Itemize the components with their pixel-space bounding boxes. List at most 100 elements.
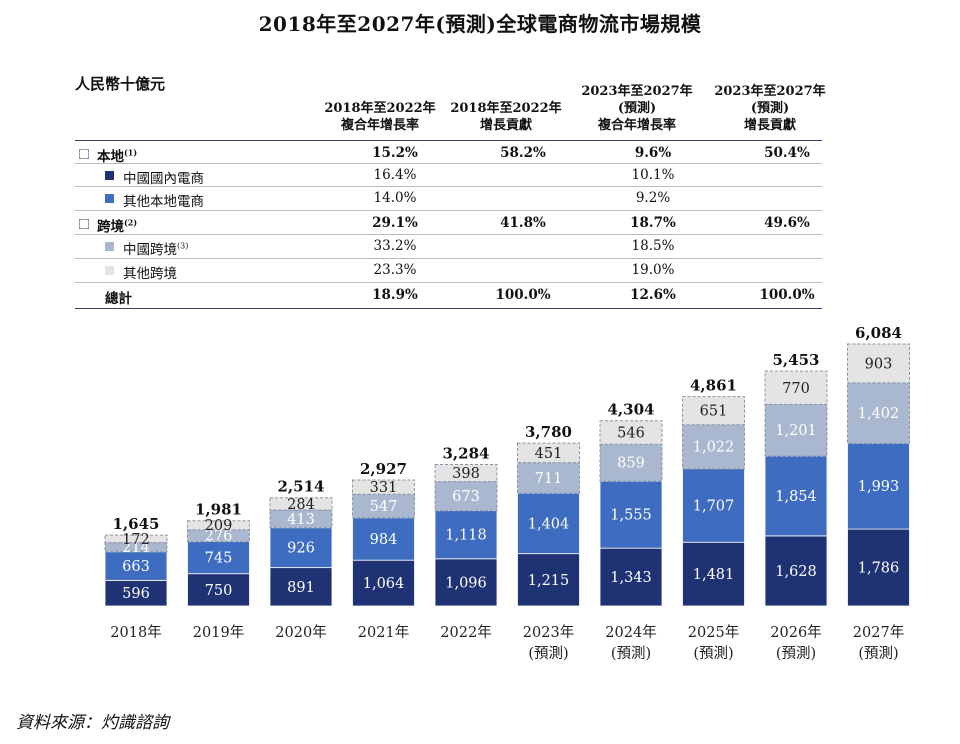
total-value-label: 4,304	[608, 401, 655, 419]
row-label: 中國跨境(3)	[123, 238, 189, 259]
table-row: 中國國內電商 16.4% 10.1%	[75, 164, 822, 187]
table-row-separator	[75, 210, 822, 211]
table-cell-c1: 14.0%	[373, 190, 417, 206]
bar-segment	[517, 553, 580, 607]
total-value-label: 4,861	[690, 377, 737, 395]
table-row: 其他本地電商 14.0% 9.2%	[75, 187, 822, 210]
table-bottom-rule	[75, 308, 822, 309]
segment-value-label: 209	[205, 518, 233, 534]
col-header-3: 2023年至2027年 (預測) 複合年增長率	[567, 83, 707, 134]
bar-segment	[517, 442, 580, 464]
bar-segment	[434, 481, 498, 512]
table-row-separator	[75, 186, 822, 187]
col-header-2-line2: 增長貢獻	[479, 118, 532, 133]
total-value-label: 2,927	[360, 460, 407, 478]
table-cell-c3: 12.6%	[630, 287, 676, 303]
chart-title: 2018年至2027年(預測)全球電商物流市場規模	[258, 12, 702, 36]
total-value-label: 3,284	[443, 445, 490, 463]
bar-segment	[599, 547, 663, 607]
table-cell-c3: 9.6%	[634, 145, 672, 161]
col-header-1-line1: 2018年至2022年	[324, 101, 436, 116]
x-tick-label: 2027年	[853, 624, 904, 641]
bar-segment	[187, 541, 250, 575]
x-tick-sublabel: (預測)	[693, 645, 733, 662]
legend-swatch	[79, 219, 89, 229]
table-row-separator	[75, 163, 822, 164]
segment-value-label: 903	[865, 356, 893, 372]
segment-value-label: 1,854	[775, 489, 817, 505]
col-header-2: 2018年至2022年 增長貢獻	[436, 100, 576, 134]
table-cell-c1: 23.3%	[373, 262, 417, 278]
x-tick-sublabel: (預測)	[528, 645, 568, 662]
total-value-label: 1,645	[113, 515, 160, 533]
bar-segment	[352, 517, 415, 561]
segment-value-label: 1,786	[858, 561, 900, 577]
legend-swatch	[79, 149, 89, 159]
bar-segment	[352, 559, 415, 607]
bar-segment	[434, 510, 498, 560]
legend-swatch	[105, 171, 114, 180]
row-label-text: 總計	[105, 291, 132, 307]
bar-segment	[269, 497, 333, 511]
bar-segment	[269, 567, 333, 607]
col-header-4-line3: 增長貢獻	[743, 118, 796, 133]
row-label: 其他跨境	[123, 262, 177, 282]
table-cell-c4: 50.4%	[764, 145, 810, 161]
x-tick-sublabel: (預測)	[776, 645, 816, 662]
bar-segment	[434, 464, 498, 483]
bar-segment	[764, 455, 828, 537]
table-row-separator	[75, 258, 822, 259]
table-cell-c1: 33.2%	[373, 238, 417, 254]
table-cell-c4: 49.6%	[764, 215, 810, 231]
bar-segment	[517, 492, 580, 555]
segment-value-label: 1,022	[693, 440, 735, 456]
table-cell-c3: 18.5%	[631, 238, 675, 254]
table-cell-c4: 100.0%	[759, 287, 815, 303]
footnote-marker: (3)	[177, 241, 189, 251]
segment-value-label: 1,402	[858, 406, 900, 422]
segment-value-label: 547	[370, 499, 398, 515]
table-row: 其他跨境 23.3% 19.0%	[75, 259, 822, 282]
total-value-label: 3,780	[525, 423, 572, 441]
col-header-1: 2018年至2022年 複合年增長率	[310, 100, 450, 134]
table-cell-c2: 58.2%	[500, 145, 546, 161]
bar-segment	[847, 343, 910, 384]
segment-value-label: 1,404	[528, 516, 570, 532]
footnote-marker: (1)	[124, 147, 138, 158]
table-cell-c3: 18.7%	[630, 215, 676, 231]
col-header-2-line1: 2018年至2022年	[450, 101, 562, 116]
table-cell-c3: 9.2%	[635, 190, 671, 206]
table-row: 本地(1) 15.2% 58.2% 9.6% 50.4%	[75, 142, 822, 166]
x-tick-label: 2026年	[770, 624, 821, 641]
table-cell-c1: 16.4%	[373, 167, 417, 183]
table-row: 跨境(2) 29.1% 41.8% 18.7% 49.6%	[75, 212, 822, 235]
legend-swatch	[105, 194, 114, 203]
bar-segment	[764, 403, 828, 457]
col-header-3-line3: 複合年增長率	[597, 118, 676, 133]
segment-value-label: 331	[370, 480, 398, 496]
segment-value-label: 1,064	[363, 576, 405, 592]
row-label-text: 其他跨境	[123, 266, 177, 282]
segment-value-label: 1,707	[693, 498, 735, 514]
table-unit: 人民幣十億元	[75, 75, 166, 93]
bar-segment	[187, 520, 250, 531]
source-note: 資料來源：灼識諮詢	[16, 713, 169, 733]
row-label: 本地(1)	[97, 145, 138, 166]
table-cell-c1: 15.2%	[372, 145, 418, 161]
segment-value-label: 770	[782, 381, 810, 397]
legend-swatch	[105, 266, 114, 275]
segment-value-label: 859	[617, 456, 645, 472]
x-tick-label: 2024年	[605, 624, 656, 641]
bar-segment	[187, 573, 250, 607]
bar-segment	[682, 396, 745, 426]
table-row-separator	[75, 234, 822, 235]
bar-segment	[682, 424, 745, 470]
table-cell-c1: 29.1%	[372, 215, 418, 231]
table-row-separator	[75, 282, 822, 283]
segment-value-label: 663	[122, 559, 150, 575]
bar-segment	[517, 462, 580, 494]
segment-value-label: 214	[122, 540, 150, 556]
bar-segment	[269, 527, 333, 569]
bar-segment	[104, 579, 168, 607]
segment-value-label: 673	[452, 489, 480, 505]
